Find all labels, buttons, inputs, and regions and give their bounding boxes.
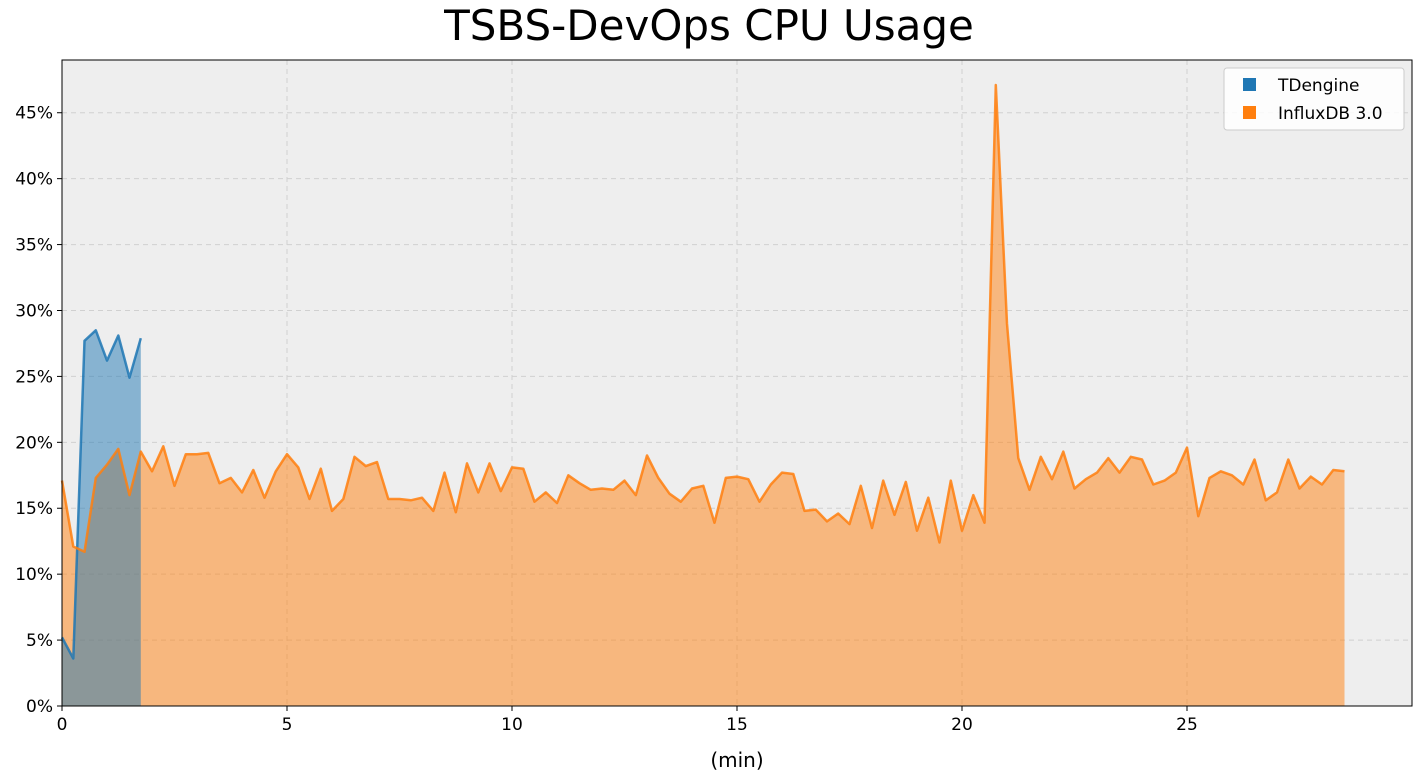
y-tick-label: 20%	[15, 433, 53, 453]
chart-title: TSBS-DevOps CPU Usage	[444, 1, 974, 50]
y-tick-label: 30%	[15, 301, 53, 321]
legend-label-tdengine: TDengine	[1277, 76, 1359, 96]
legend-label-influxdb: InfluxDB 3.0	[1278, 104, 1383, 124]
x-axis-label: (min)	[710, 748, 763, 772]
y-tick-label: 10%	[15, 565, 53, 585]
y-tick-label: 40%	[15, 170, 53, 190]
y-tick-label: 45%	[15, 104, 53, 124]
x-tick-label: 5	[282, 715, 293, 735]
series-area-1	[62, 85, 1345, 706]
y-tick-label: 25%	[15, 367, 53, 387]
x-tick-label: 15	[726, 715, 748, 735]
x-tick-label: 20	[951, 715, 973, 735]
axis-ticks: 0 5 10 15 20 25 0% 5% 10% 15% 20% 25% 30% 35% 40% 45%	[15, 104, 1198, 735]
y-tick-label: 15%	[15, 499, 53, 519]
legend: TDengine InfluxDB 3.0	[1223, 67, 1405, 131]
x-tick-label: 0	[57, 715, 68, 735]
legend-swatch-tdengine	[1243, 78, 1256, 91]
y-tick-label: 35%	[15, 236, 53, 256]
legend-box	[1223, 67, 1405, 131]
x-tick-label: 25	[1176, 715, 1198, 735]
legend-swatch-influxdb	[1243, 106, 1256, 119]
series-lines	[60, 83, 1345, 660]
series-line-0	[60, 329, 143, 660]
y-tick-label: 0%	[26, 697, 53, 717]
series-line-1	[60, 83, 1345, 554]
x-tick-label: 10	[501, 715, 523, 735]
y-tick-label: 5%	[26, 631, 53, 651]
